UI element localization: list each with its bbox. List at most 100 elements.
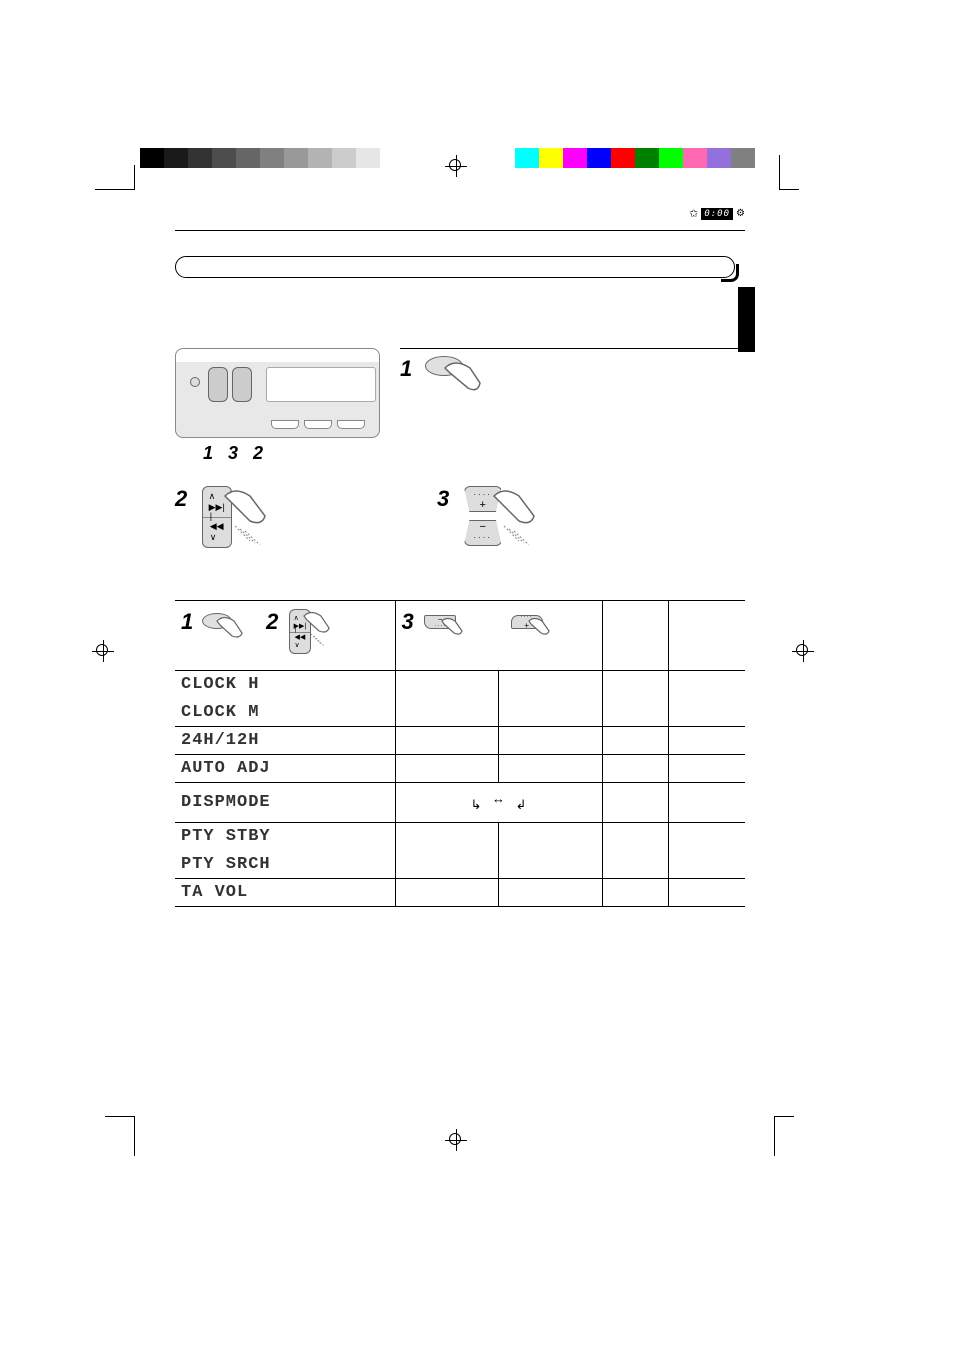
table-cell — [395, 699, 499, 727]
finger-press-icon — [301, 606, 336, 651]
swatch — [563, 148, 587, 168]
header-badge: ✩ 0:00 ⚙ — [689, 207, 745, 220]
table-cell — [499, 727, 603, 755]
stereo-label: 3 — [228, 443, 238, 464]
table-row: CLOCK H — [175, 671, 745, 699]
crosshair-mark — [92, 640, 114, 662]
table-header-cell: 3 − ···· ···· + — [395, 601, 602, 671]
table-cell — [395, 879, 499, 907]
step-number: 2 — [266, 609, 278, 634]
swatch — [308, 148, 332, 168]
table-cell — [602, 879, 668, 907]
swatch — [356, 148, 380, 168]
setting-label: CLOCK M — [175, 699, 395, 727]
table-cell — [499, 755, 603, 783]
step-3-diagram: 3 ···· + − ···· — [437, 486, 504, 546]
reg-mark — [774, 1116, 794, 1156]
step-number: 2 — [175, 486, 187, 511]
setting-label: PTY STBY — [175, 823, 395, 851]
finger-press-icon — [489, 481, 549, 551]
grayscale-calibration-bar — [140, 148, 380, 168]
table-header-cell — [602, 601, 668, 671]
finger-press-icon — [220, 481, 280, 551]
stereo-label: 2 — [253, 443, 263, 464]
step-2-diagram: 2 ∧▶▶| |◀◀∨ — [175, 486, 232, 548]
swatch — [140, 148, 164, 168]
table-row: PTY SRCH — [175, 851, 745, 879]
table-cell — [499, 671, 603, 699]
finger-press-icon — [214, 611, 249, 646]
table-cell — [499, 879, 603, 907]
divider — [400, 348, 745, 349]
finger-press-icon — [526, 613, 556, 643]
swatch — [284, 148, 308, 168]
table-cell — [499, 699, 603, 727]
table-row: AUTO ADJ — [175, 755, 745, 783]
time-badge: 0:00 — [701, 208, 733, 220]
loop-arrow-icon: ↳ — [471, 797, 482, 813]
table-cell — [668, 755, 745, 783]
table-row: CLOCK M — [175, 699, 745, 727]
table-header-cell: 1 2 ∧▶▶| |◀◀∨ — [175, 601, 395, 671]
setting-label: 24H/12H — [175, 727, 395, 755]
color-calibration-bar — [515, 148, 755, 168]
loop-arrow-icon: ↲ — [515, 797, 526, 813]
setting-label: CLOCK H — [175, 671, 395, 699]
swatch — [188, 148, 212, 168]
swatch — [212, 148, 236, 168]
swatch — [539, 148, 563, 168]
side-tab — [738, 287, 755, 352]
swatch — [515, 148, 539, 168]
swatch — [260, 148, 284, 168]
swatch — [236, 148, 260, 168]
crosshair-mark — [445, 155, 467, 177]
table-row: DISPMODE ↳ ↔ ↲ — [175, 783, 745, 823]
swatch — [587, 148, 611, 168]
car-stereo-illustration: 1 3 2 — [175, 348, 385, 443]
swatch — [332, 148, 356, 168]
table-header-row: 1 2 ∧▶▶| |◀◀∨ — [175, 601, 745, 671]
step-number: 1 — [400, 356, 412, 381]
table-cell — [499, 823, 603, 851]
table-header-cell — [668, 601, 745, 671]
table-row: PTY STBY — [175, 823, 745, 851]
setting-label: TA VOL — [175, 879, 395, 907]
table-cell — [395, 671, 499, 699]
crosshair-mark — [792, 640, 814, 662]
table-cell: ↳ ↔ ↲ — [395, 783, 602, 823]
swatch — [731, 148, 755, 168]
star-icon: ✩ — [689, 207, 698, 220]
finger-press-icon — [440, 353, 490, 403]
swatch — [164, 148, 188, 168]
table-row: TA VOL — [175, 879, 745, 907]
table-cell — [668, 823, 745, 851]
table-cell — [668, 699, 745, 727]
bidir-arrow-icon: ↔ — [492, 791, 505, 806]
step-number: 3 — [437, 486, 449, 511]
step-number: 1 — [181, 609, 193, 634]
reg-mark — [779, 155, 799, 190]
settings-table: 1 2 ∧▶▶| |◀◀∨ — [175, 600, 745, 907]
table-cell — [668, 851, 745, 879]
table-cell — [602, 783, 668, 823]
swatch — [659, 148, 683, 168]
table-cell — [395, 755, 499, 783]
swatch — [707, 148, 731, 168]
step-number: 3 — [402, 609, 414, 634]
table-cell — [602, 823, 668, 851]
table-cell — [395, 851, 499, 879]
title-bar — [175, 256, 735, 278]
table-cell — [602, 727, 668, 755]
table-cell — [668, 783, 745, 823]
setting-label: DISPMODE — [175, 783, 395, 823]
table-cell — [602, 755, 668, 783]
stereo-label: 1 — [203, 443, 213, 464]
table-cell — [499, 851, 603, 879]
table-cell — [395, 727, 499, 755]
swatch — [683, 148, 707, 168]
table-cell — [395, 823, 499, 851]
gear-icon: ⚙ — [736, 208, 745, 219]
swatch — [611, 148, 635, 168]
swatch — [635, 148, 659, 168]
crosshair-mark — [445, 1129, 467, 1151]
